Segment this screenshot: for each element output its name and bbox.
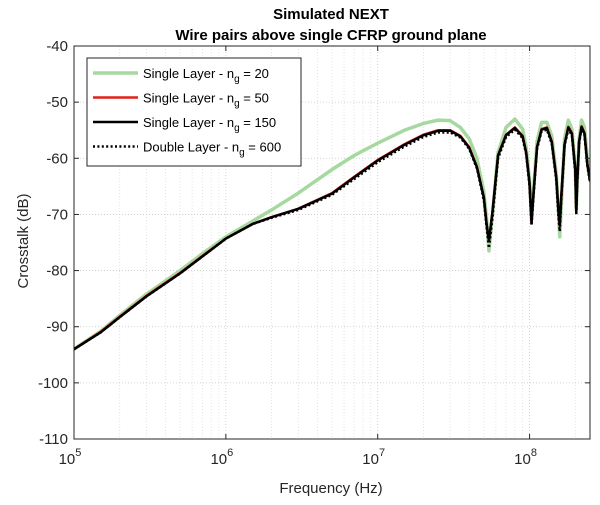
grid-minor <box>119 46 576 439</box>
y-axis-ticks: -40 -50 -60 -70 -80 -90 -100 -110 <box>38 38 590 448</box>
y-tick-label: -50 <box>46 94 68 111</box>
y-tick-label: -80 <box>46 263 68 280</box>
chart-subtitle: Wire pairs above single CFRP ground plan… <box>175 27 486 44</box>
grid-major <box>74 46 590 439</box>
y-tick-label: -90 <box>46 319 68 336</box>
x-tick-label: 105 <box>59 447 82 468</box>
series-line-1 <box>74 117 590 351</box>
legend-label-3: Single Layer - ng = 150 <box>143 115 276 134</box>
y-tick-label: -40 <box>46 38 68 55</box>
x-tick-label: 106 <box>210 447 233 468</box>
y-tick-label: -110 <box>39 431 68 448</box>
y-tick-label: -100 <box>38 375 68 392</box>
y-tick-label: -70 <box>46 206 68 223</box>
y-axis-label: Crosstalk (dB) <box>15 193 32 288</box>
legend-label-1: Single Layer - ng = 20 <box>143 66 269 85</box>
y-tick-label: -60 <box>46 150 68 167</box>
legend-label-2: Single Layer - ng = 50 <box>143 91 269 110</box>
legend: Single Layer - ng = 20 Single Layer - ng … <box>86 57 302 167</box>
x-tick-label: 107 <box>362 447 385 468</box>
plot-frame <box>73 45 591 440</box>
legend-label-4: Double Layer - ng = 600 <box>143 140 281 159</box>
legend-box <box>86 57 302 167</box>
x-tick-label: 108 <box>514 447 537 468</box>
series-layer <box>74 117 590 351</box>
x-axis-ticks: 105 106 107 108 <box>59 46 537 468</box>
series-line-4 <box>74 127 590 351</box>
chart-title: Simulated NEXT <box>273 6 389 23</box>
x-axis-label: Frequency (Hz) <box>279 480 382 497</box>
